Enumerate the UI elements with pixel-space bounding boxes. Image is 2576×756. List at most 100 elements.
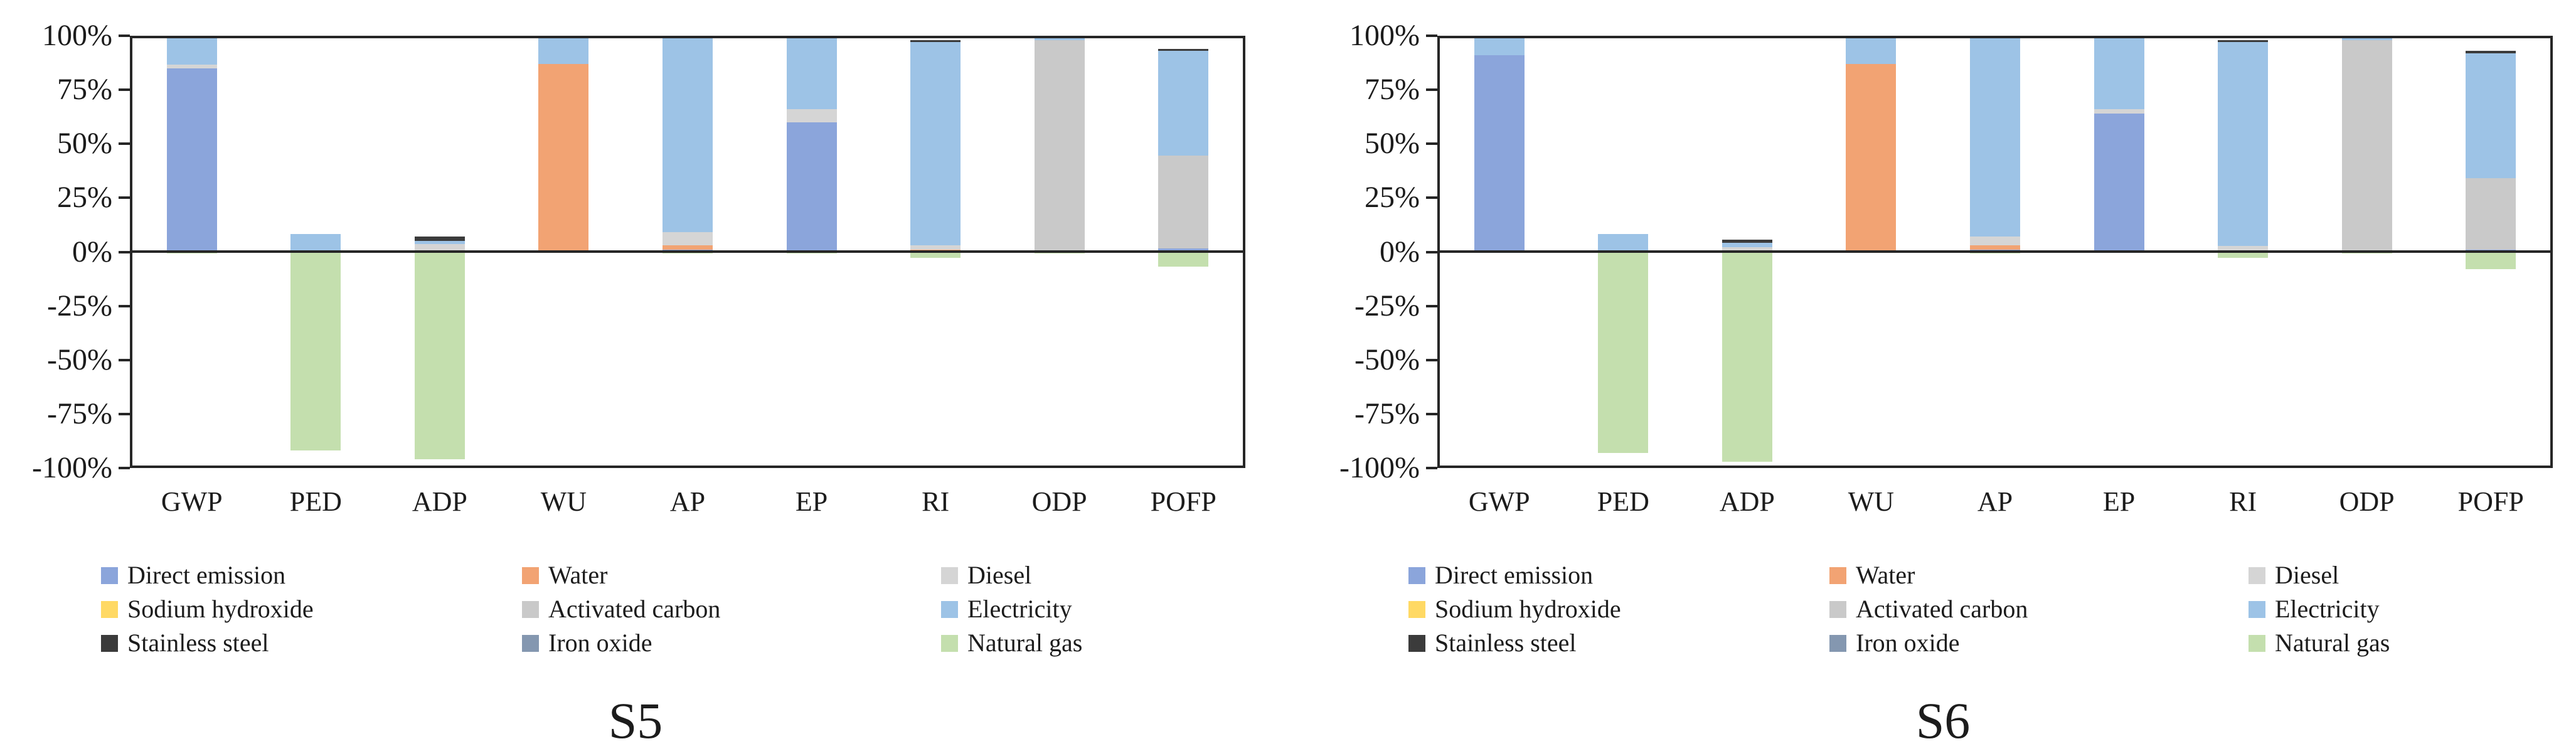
- bar-segment-electricity: [1722, 243, 1772, 248]
- bar-segment-natural_gas: [290, 252, 341, 451]
- x-axis-category-label: POFP: [1150, 486, 1216, 517]
- legend-swatch-water: [1829, 567, 1846, 584]
- bar-segment-stainless_steel: [910, 40, 961, 43]
- y-axis-tick: [1426, 250, 1437, 253]
- bar-segment-direct_emission: [1158, 248, 1209, 252]
- x-axis-category-label: RI: [2229, 486, 2257, 517]
- y-axis-tick: [1426, 467, 1437, 469]
- x-axis-category-label: ADP: [1719, 486, 1775, 517]
- chart-panel-s6: 100% 75% 50% 25% 0% -25% -50% -75% -100% GWP PED AD…: [1339, 19, 2553, 749]
- y-axis-tick-label: -25%: [1355, 289, 1420, 322]
- legend-swatch-natural-gas: [2249, 635, 2265, 652]
- x-axis-category-label: AP: [669, 486, 706, 517]
- legend-swatch-natural-gas: [941, 635, 958, 652]
- legend-swatch-diesel: [2249, 567, 2265, 584]
- bar-segment-activated_carbon: [2466, 178, 2516, 250]
- y-axis-tick: [119, 35, 130, 37]
- bar-segment-stainless_steel: [1158, 48, 1209, 51]
- y-axis-tick: [119, 304, 130, 307]
- y-axis-tick: [119, 88, 130, 92]
- bar-segment-natural_gas: [2218, 252, 2269, 258]
- bar-segment-electricity: [290, 234, 341, 252]
- bar-segment-activated_carbon: [2341, 40, 2392, 252]
- bar-segment-water: [663, 245, 713, 250]
- plot-area: [130, 36, 1245, 468]
- bar-segment-electricity: [1970, 38, 2020, 237]
- legend-swatch-iron-oxide: [1829, 635, 1846, 652]
- x-axis-category-label: WU: [540, 486, 587, 517]
- x-axis-category-label: ADP: [412, 486, 467, 517]
- legend-label: Natural gas: [2275, 629, 2390, 657]
- y-axis-tick: [1426, 196, 1437, 200]
- legend-swatch-direct-emission: [101, 567, 118, 584]
- x-axis-category-label: ODP: [1031, 486, 1087, 517]
- bar-segment-electricity: [1158, 51, 1209, 156]
- y-axis-tick: [1426, 35, 1437, 37]
- chart-panel-s5: 100% 75% 50% 25% 0% -25% -50% -75% -100% GWP PED AD…: [32, 19, 1245, 749]
- bar-segment-water: [538, 63, 589, 252]
- bar-segment-diesel: [1722, 247, 1772, 252]
- legend-swatch-stainless-steel: [101, 635, 118, 652]
- bar-segment-electricity: [786, 36, 837, 109]
- legend-label: Diesel: [2275, 561, 2339, 589]
- bar-segment-direct_emission: [2094, 113, 2144, 252]
- y-axis-tick: [119, 412, 130, 415]
- legend-label: Electricity: [967, 595, 1072, 623]
- bar-segment-diesel: [2094, 109, 2144, 114]
- legend-label: Iron oxide: [1856, 629, 1960, 657]
- y-axis-tick-label: 0%: [72, 235, 112, 269]
- y-axis-tick-label: 25%: [57, 181, 112, 215]
- bar-segment-electricity: [1474, 38, 1525, 55]
- y-axis-tick-label: 0%: [1380, 235, 1420, 269]
- bar-segment-natural_gas: [910, 252, 961, 258]
- bar-segment-electricity: [1598, 234, 1649, 252]
- y-axis-tick: [1426, 358, 1437, 361]
- y-axis-tick-label: -50%: [1355, 343, 1420, 376]
- legend-swatch-sodium-hydroxide: [1408, 601, 1425, 618]
- legend-swatch-direct-emission: [1408, 567, 1425, 584]
- y-axis-tick: [1426, 412, 1437, 415]
- legend-label: Electricity: [2275, 595, 2380, 623]
- bar-segment-diesel: [786, 109, 837, 122]
- bar-segment-electricity: [2094, 36, 2144, 109]
- bar-segment-diesel: [414, 243, 465, 252]
- bar-segment-direct_emission: [1474, 55, 1525, 252]
- x-axis-category-label: WU: [1848, 486, 1895, 517]
- bar-segment-natural_gas: [414, 252, 465, 460]
- plot-area: [1437, 36, 2553, 468]
- legend-swatch-activated-carbon: [522, 601, 539, 618]
- bar-segment-diesel: [2218, 246, 2269, 252]
- y-axis-tick-label: 50%: [1365, 127, 1420, 161]
- legend-swatch-electricity: [2249, 601, 2265, 618]
- legend-swatch-diesel: [941, 567, 958, 584]
- bar-segment-electricity: [2218, 42, 2269, 247]
- legend-label: Stainless steel: [127, 629, 269, 657]
- legend-label: Sodium hydroxide: [127, 595, 314, 623]
- chart-title: S6: [1915, 692, 1971, 749]
- x-axis-category-label: PED: [289, 486, 342, 517]
- bar-segment-natural_gas: [1158, 252, 1209, 267]
- bar-segment-water: [1846, 63, 1897, 252]
- y-axis-tick-label: -100%: [1339, 451, 1420, 484]
- y-axis-tick: [119, 196, 130, 200]
- bar-segment-stainless_steel: [2218, 40, 2269, 43]
- y-axis-tick: [1426, 142, 1437, 146]
- bar-segment-natural_gas: [1598, 252, 1649, 453]
- x-axis-category-label: EP: [2102, 486, 2136, 517]
- zero-axis-line: [1437, 250, 2553, 253]
- y-axis-tick-label: -100%: [32, 451, 112, 484]
- bar-segment-electricity: [1846, 36, 1897, 64]
- x-axis-category-label: EP: [795, 486, 828, 517]
- bar-segment-water: [1970, 245, 2020, 250]
- legend-label: Direct emission: [127, 561, 286, 589]
- bar-segment-stainless_steel: [2466, 51, 2516, 53]
- bar-segment-stainless_steel: [1722, 240, 1772, 243]
- legend-label: Natural gas: [967, 629, 1083, 657]
- legend-label: Stainless steel: [1435, 629, 1577, 657]
- bar-segment-natural_gas: [1722, 252, 1772, 462]
- bar-segment-activated_carbon: [1034, 40, 1085, 252]
- legend-swatch-sodium-hydroxide: [101, 601, 118, 618]
- bar-segment-activated_carbon: [1158, 155, 1209, 248]
- x-axis-category-label: GWP: [1468, 486, 1530, 517]
